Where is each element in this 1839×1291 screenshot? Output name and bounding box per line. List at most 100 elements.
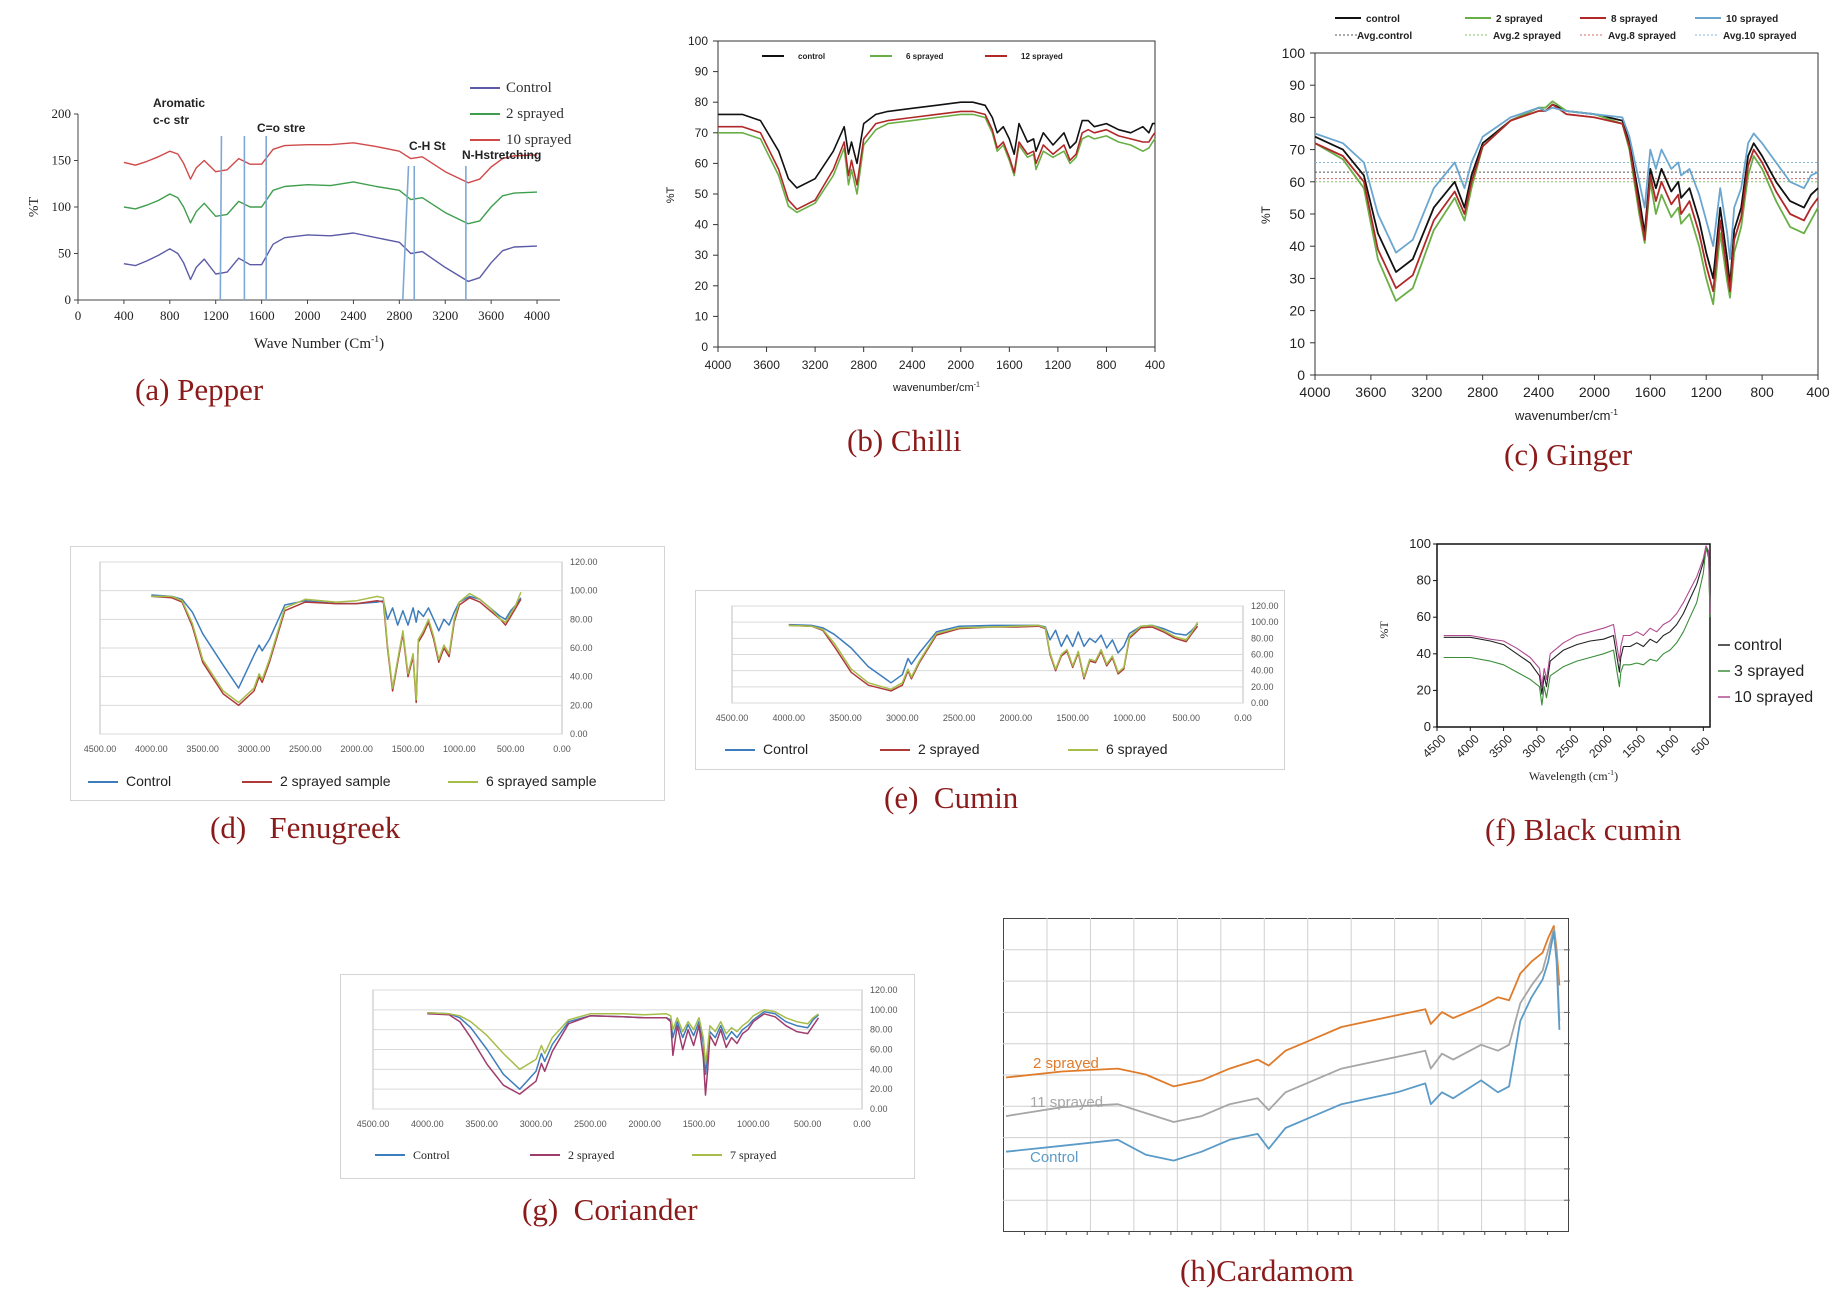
plot-frame <box>717 40 1156 348</box>
series-line-1 <box>427 1013 820 1096</box>
cumin-panel: 0.00 20.00 40.00 60.00 80.00 100.00 120.00 4500… <box>695 590 1285 770</box>
y-tick-label: 0 <box>65 292 72 307</box>
legend-label: 2 sprayed sample <box>280 773 391 789</box>
x-tick-label: 2000.00 <box>1000 713 1033 723</box>
y-tick-label: 0 <box>1424 719 1431 734</box>
series-line-1 <box>1443 547 1711 706</box>
x-tick-label: 4500 <box>1420 732 1449 761</box>
legend-label: control <box>1734 637 1782 654</box>
y-tick-label: 200 <box>52 106 72 121</box>
fenugreek-caption-name: Fenugreek <box>269 810 401 845</box>
annotation-label: N-Hstretching <box>462 148 541 162</box>
ginger-chart: 4000 3600 3200 2800 2400 2000 1600 1200 800 40001… <box>1259 14 1830 423</box>
y-tick-label: 30 <box>1289 270 1305 286</box>
x-tick-label: 3200 <box>1411 384 1442 400</box>
x-axis-label: wavenumber/cm-1 <box>892 381 980 394</box>
black-cumin-chart: 4500 4000 3500 3000 2500 2000 1500 1000 500 0 20 40… <box>1377 536 1813 783</box>
x-tick-label: 4500.00 <box>716 713 749 723</box>
x-tick-label: 4000 <box>705 358 732 372</box>
y-tick-label: 40.00 <box>870 1064 893 1074</box>
x-tick-label: 400 <box>1145 358 1165 372</box>
legend-label: 10 sprayed <box>1726 14 1778 25</box>
x-tick-label: 2500.00 <box>289 744 322 754</box>
x-tick-label: 2000 <box>947 358 974 372</box>
x-axis-label: wavenumber/cm-1 <box>1514 407 1618 423</box>
black-cumin-caption-letter: (f) <box>1485 812 1516 847</box>
y-tick-label: 40.00 <box>570 672 593 682</box>
x-tick-label: 2400 <box>1523 384 1554 400</box>
annotation-label: c-c str <box>153 113 189 127</box>
legend-label: 8 sprayed <box>1611 14 1658 25</box>
x-tick-label: 800 <box>160 308 180 323</box>
y-tick-label: 80 <box>695 95 709 109</box>
y-tick-label: 100 <box>1282 45 1306 61</box>
x-tick-label: 3600 <box>1355 384 1386 400</box>
x-tick-label: 0 <box>75 308 82 323</box>
x-tick-label: 3000.00 <box>520 1119 553 1129</box>
x-tick-label: 3000 <box>1520 732 1549 761</box>
x-tick-label: 4000.00 <box>135 744 168 754</box>
y-tick-label: 20 <box>695 279 709 293</box>
series-line-2 <box>151 591 522 704</box>
legend-label: control <box>798 52 825 61</box>
x-tick-label: 2000.00 <box>340 744 373 754</box>
annotation-label: C-H St <box>409 139 446 153</box>
x-tick-label: 4000 <box>1299 384 1330 400</box>
x-tick-label: 4000.00 <box>773 713 806 723</box>
cardamom-chart: 2 sprayed 11 sprayed Control <box>1003 918 1570 1235</box>
x-tick-label: 2000 <box>1579 384 1610 400</box>
coriander-caption-name: Coriander <box>573 1192 698 1227</box>
band-marker-line <box>401 165 410 301</box>
y-tick-label: 10 <box>695 309 709 323</box>
x-tick-label: 1500.00 <box>392 744 425 754</box>
series-line-2 <box>123 142 538 184</box>
y-tick-label: 80.00 <box>570 614 593 624</box>
chilli-caption: (b) Chilli <box>847 423 962 458</box>
x-tick-label: 400 <box>114 308 133 323</box>
legend-label: Control <box>763 741 808 757</box>
y-tick-label: 120.00 <box>1251 601 1279 611</box>
y-tick-label: 0.00 <box>870 1104 888 1114</box>
legend-label: Avg.10 sprayed <box>1723 31 1797 42</box>
y-tick-label: 80.00 <box>1251 633 1274 643</box>
x-tick-label: 3000.00 <box>238 744 271 754</box>
x-tick-label: 0.00 <box>1234 713 1252 723</box>
y-tick-label: 50 <box>58 246 71 261</box>
x-tick-label: 2000.00 <box>628 1119 661 1129</box>
x-tick-label: 1200 <box>203 308 229 323</box>
y-tick-label: 30 <box>695 248 709 262</box>
x-tick-label: 1000.00 <box>1113 713 1146 723</box>
x-tick-label: 2800 <box>850 358 877 372</box>
x-tick-label: 4500.00 <box>357 1119 390 1129</box>
series-line-0 <box>1005 925 1561 1088</box>
series-line-2 <box>1005 930 1561 1162</box>
x-tick-label: 1000.00 <box>737 1119 770 1129</box>
legend-label: 12 sprayed <box>1021 52 1063 61</box>
y-tick-label: 20.00 <box>1251 682 1274 692</box>
x-tick-label: 1000.00 <box>443 744 476 754</box>
y-tick-label: 60.00 <box>570 643 593 653</box>
x-tick-label: 500.00 <box>497 744 525 754</box>
series-line-0 <box>151 594 522 689</box>
legend-label: 6 sprayed sample <box>486 773 597 789</box>
y-axis-label: %T <box>1377 621 1391 639</box>
coriander-caption-letter: (g) <box>522 1192 559 1227</box>
fenugreek-caption: (d) Fenugreek <box>210 810 400 846</box>
series-line-2 <box>718 110 1156 211</box>
y-tick-label: 50 <box>695 187 709 201</box>
y-tick-label: 60.00 <box>1251 650 1274 660</box>
x-tick-label: 2000 <box>1586 732 1615 761</box>
legend-label: Avg.control <box>1357 31 1412 42</box>
series-line-2 <box>427 1009 819 1071</box>
series-line-1 <box>718 113 1156 214</box>
black-cumin-caption: (f) Black cumin <box>1485 812 1681 848</box>
series-line-3 <box>1314 106 1819 261</box>
x-tick-label: 2400 <box>899 358 926 372</box>
x-tick-label: 2500 <box>1553 732 1582 761</box>
y-axis-label: %T <box>27 196 42 217</box>
x-tick-label: 3600 <box>753 358 780 372</box>
legend-label: 10 sprayed <box>506 132 572 148</box>
legend-label: 3 sprayed <box>1734 663 1804 680</box>
legend-label: Control <box>506 80 552 96</box>
y-tick-label: 70 <box>1289 142 1305 158</box>
